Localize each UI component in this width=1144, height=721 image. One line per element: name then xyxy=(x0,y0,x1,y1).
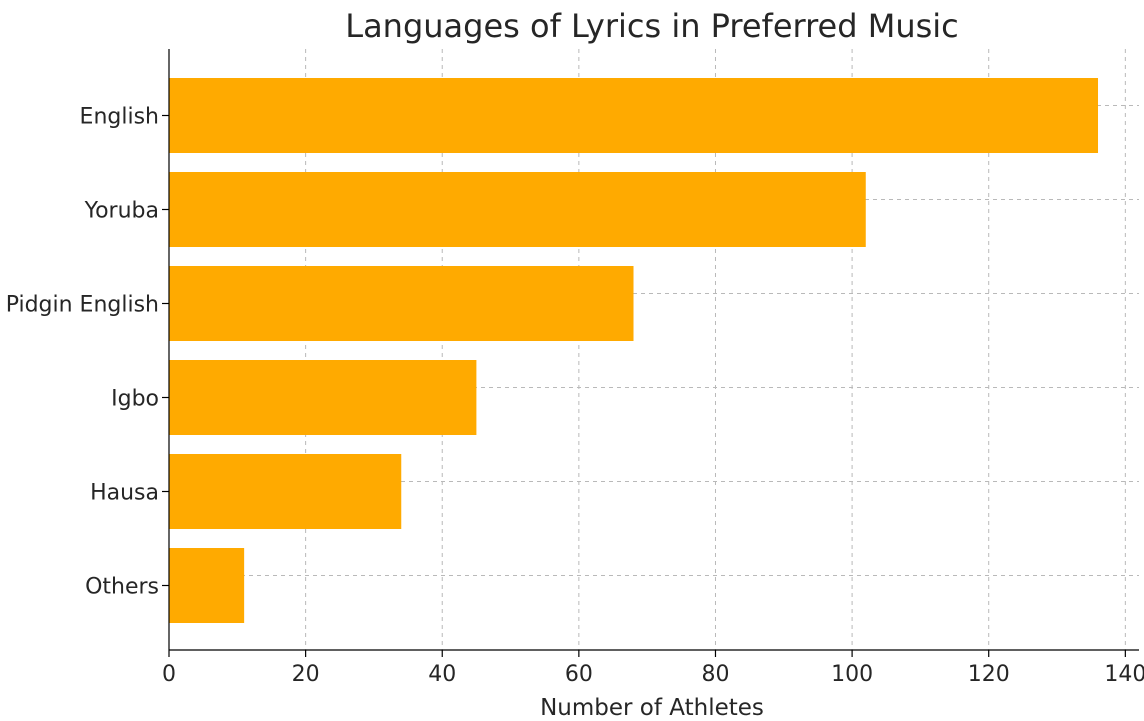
x-tick-label: 140 xyxy=(1104,662,1144,687)
y-tick-label: Hausa xyxy=(90,481,159,506)
x-tick-label: 20 xyxy=(292,662,320,687)
x-tick-label: 80 xyxy=(701,662,729,687)
bar-others xyxy=(169,548,245,623)
bar-english xyxy=(169,78,1099,153)
x-tick-label: 100 xyxy=(831,662,873,687)
y-axis-ticks: English Yoruba Pidgin English Igbo Hausa Othe… xyxy=(6,105,169,600)
x-axis-ticks: 0 20 40 60 80 100 120 140 xyxy=(162,650,1144,687)
bar-igbo xyxy=(169,360,477,435)
x-tick-label: 0 xyxy=(162,662,176,687)
y-tick-label: Pidgin English xyxy=(6,293,159,318)
y-tick-label: Igbo xyxy=(111,387,159,412)
x-axis-title: Number of Athletes xyxy=(540,695,764,721)
x-tick-label: 60 xyxy=(565,662,593,687)
bar-pidgin-english xyxy=(169,266,634,341)
bar-hausa xyxy=(169,454,402,529)
chart-title: Languages of Lyrics in Preferred Music xyxy=(345,7,959,45)
y-tick-label: Others xyxy=(85,575,159,600)
bar-yoruba xyxy=(169,172,866,247)
bars xyxy=(169,78,1099,623)
x-tick-label: 120 xyxy=(968,662,1010,687)
y-tick-label: Yoruba xyxy=(84,199,159,224)
x-tick-label: 40 xyxy=(428,662,456,687)
y-tick-label: English xyxy=(80,105,159,130)
